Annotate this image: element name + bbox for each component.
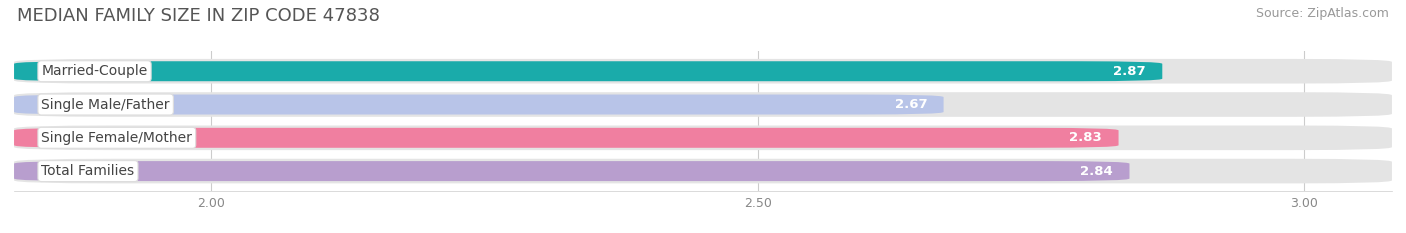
- FancyBboxPatch shape: [14, 95, 943, 114]
- Text: 2.67: 2.67: [894, 98, 927, 111]
- Text: 2.84: 2.84: [1080, 164, 1114, 178]
- FancyBboxPatch shape: [14, 161, 1129, 181]
- Text: Total Families: Total Families: [41, 164, 135, 178]
- FancyBboxPatch shape: [14, 159, 1392, 183]
- Text: 2.83: 2.83: [1070, 131, 1102, 144]
- Text: Source: ZipAtlas.com: Source: ZipAtlas.com: [1256, 7, 1389, 20]
- Text: Married-Couple: Married-Couple: [41, 64, 148, 78]
- Text: MEDIAN FAMILY SIZE IN ZIP CODE 47838: MEDIAN FAMILY SIZE IN ZIP CODE 47838: [17, 7, 380, 25]
- Text: Single Female/Mother: Single Female/Mother: [41, 131, 193, 145]
- Text: 2.87: 2.87: [1114, 65, 1146, 78]
- Text: Single Male/Father: Single Male/Father: [41, 98, 170, 112]
- FancyBboxPatch shape: [14, 92, 1392, 117]
- FancyBboxPatch shape: [14, 59, 1392, 84]
- FancyBboxPatch shape: [14, 126, 1392, 150]
- FancyBboxPatch shape: [14, 61, 1163, 81]
- FancyBboxPatch shape: [14, 128, 1119, 148]
